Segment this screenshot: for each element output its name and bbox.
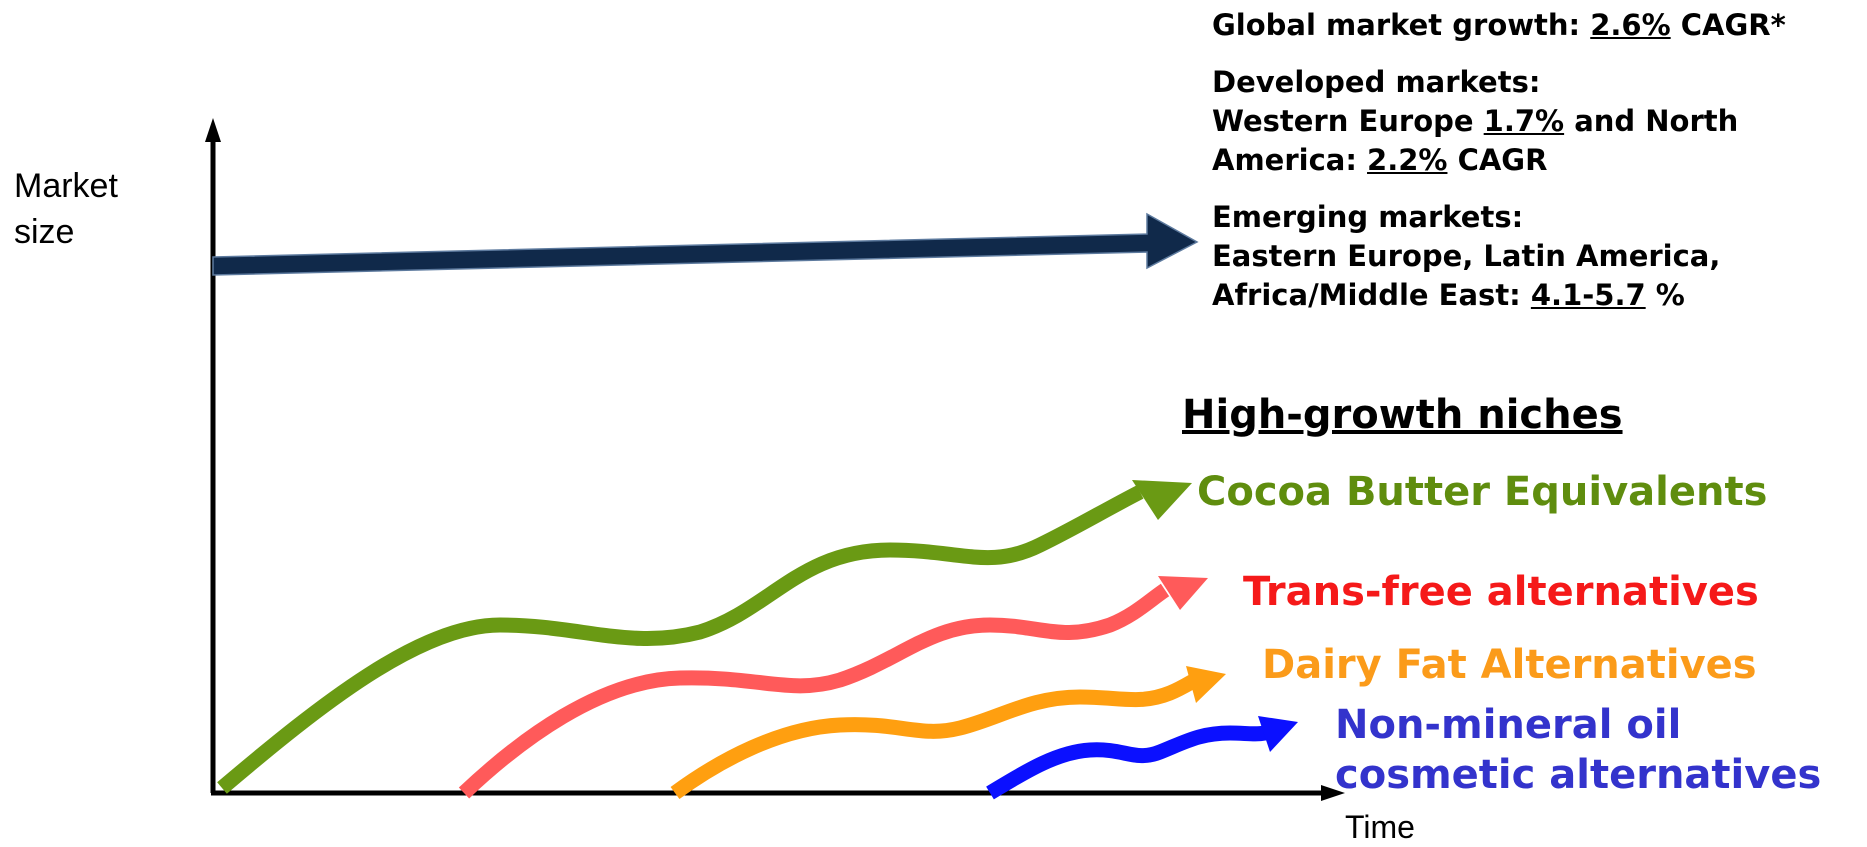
emerging-markets-heading: Emerging markets: (1212, 200, 1524, 234)
developed-line1-suffix: and North (1564, 104, 1739, 138)
niche-label-cosmetic-line2: cosmetic alternatives (1335, 752, 1822, 798)
developed-markets-text: Developed markets: Western Europe 1.7% a… (1212, 63, 1738, 180)
emerging-markets-line1: Eastern Europe, Latin America, (1212, 239, 1721, 273)
cocoa-growth-arrow (217, 480, 1192, 794)
developed-line2-suffix: CAGR (1447, 143, 1548, 177)
main-market-arrow (212, 212, 1199, 276)
north-america-value: 2.2% (1367, 143, 1448, 177)
global-growth-text: Global market growth: 2.6% CAGR* (1212, 6, 1786, 45)
cosmetic-growth-arrow (986, 716, 1298, 800)
developed-markets-line2: America: 2.2% CAGR (1212, 141, 1738, 180)
dairy-growth-arrow (670, 666, 1226, 800)
niche-label-cocoa: Cocoa Butter Equivalents (1197, 469, 1768, 515)
emerging-line2-suffix: % (1645, 278, 1685, 312)
y-axis-label-line2: size (14, 213, 75, 251)
emerging-markets-text: Emerging markets: Eastern Europe, Latin … (1212, 198, 1720, 315)
global-growth-prefix: Global market growth: (1212, 8, 1591, 42)
emerging-markets-line2: Africa/Middle East: 4.1-5.7 % (1212, 276, 1720, 315)
y-axis-label: Market size (14, 163, 118, 255)
developed-markets-line1: Western Europe 1.7% and North (1212, 102, 1738, 141)
niche-label-cosmetic: Non-mineral oil cosmetic alternatives (1335, 700, 1821, 800)
western-europe-value: 1.7% (1483, 104, 1565, 138)
developed-line2-prefix: America: (1212, 143, 1368, 177)
emerging-value: 4.1-5.7 (1530, 278, 1646, 312)
global-growth-suffix: CAGR* (1670, 8, 1786, 42)
global-growth-value: 2.6% (1590, 8, 1671, 42)
y-axis-label-line1: Market (14, 167, 118, 205)
niche-label-dairy: Dairy Fat Alternatives (1262, 642, 1757, 688)
developed-markets-heading: Developed markets: (1212, 65, 1541, 99)
y-axis-arrowhead (205, 118, 221, 142)
niche-label-cosmetic-line1: Non-mineral oil (1335, 702, 1682, 748)
x-axis-arrowhead (1321, 785, 1345, 801)
developed-line1-prefix: Western Europe (1212, 104, 1484, 138)
x-axis-label: Time (1345, 809, 1415, 845)
emerging-line2-prefix: Africa/Middle East: (1212, 278, 1531, 312)
transfree-growth-arrow (458, 576, 1208, 799)
niches-title: High-growth niches (1182, 392, 1623, 438)
niche-label-transfree: Trans-free alternatives (1243, 569, 1759, 615)
